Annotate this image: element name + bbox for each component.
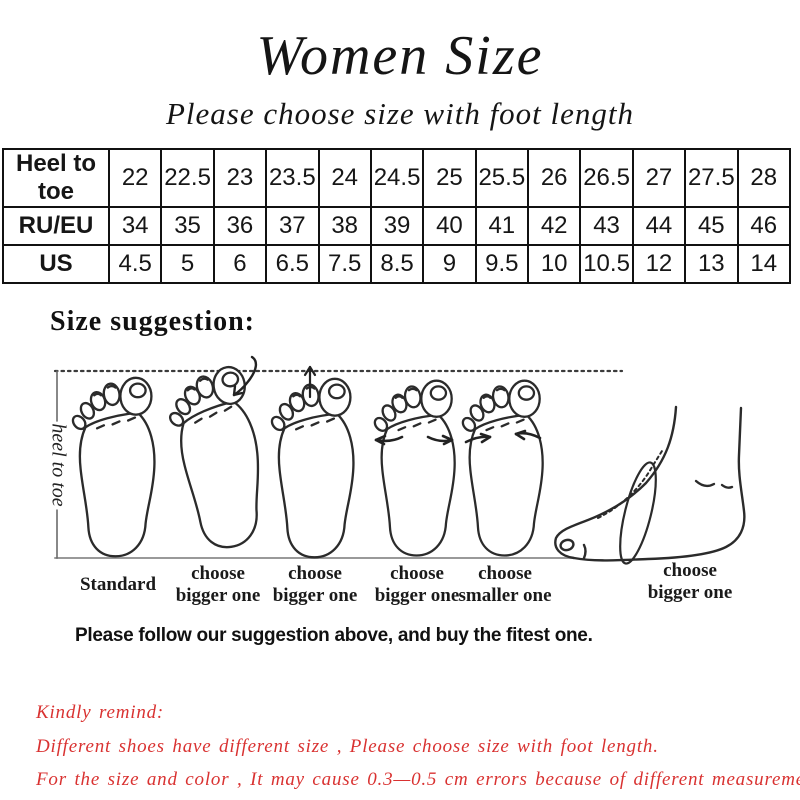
size-cell: 4.5 [107, 244, 163, 284]
foot-label-bigger-3: choose bigger one [374, 563, 460, 606]
size-cell: 6 [212, 244, 268, 284]
foot-illustration-standard [69, 376, 156, 558]
remind-line: Different shoes have different size , Pl… [36, 735, 659, 757]
size-cell: 41 [474, 206, 530, 246]
foot-measure-diagram: heel to toe [47, 355, 746, 565]
table-row-ru-eu: RU/EU 34 35 36 37 38 39 40 41 42 43 44 4… [2, 206, 791, 246]
size-cell: 28 [736, 148, 791, 208]
foot-illustration-toe-touch [268, 377, 355, 559]
foot-illustration-wide [371, 379, 456, 557]
size-cell: 12 [631, 244, 687, 284]
heel-to-toe-axis-label: heel to toe [47, 423, 69, 506]
page-subtitle: Please choose size with foot length [165, 96, 635, 131]
size-suggestion-heading: Size suggestion: [50, 306, 255, 337]
size-cell: 25 [422, 148, 477, 208]
size-cell: 43 [579, 206, 634, 246]
size-cell: 14 [736, 244, 791, 284]
suggestion-note: Please follow our suggestion above, and … [75, 625, 593, 646]
size-cell: 22.5 [160, 148, 215, 208]
size-cell: 46 [736, 206, 791, 246]
foot-illustration-narrow [459, 379, 544, 557]
over-line-arrow [232, 355, 258, 397]
size-cell: 45 [684, 206, 739, 246]
size-cell: 35 [160, 206, 215, 246]
page-title: Women Size [256, 25, 544, 87]
size-cell: 10.5 [579, 244, 634, 284]
size-cell: 8.5 [369, 244, 425, 284]
size-cell: 38 [317, 206, 372, 246]
foot-label-standard: Standard [79, 574, 157, 595]
size-cell: 26 [526, 148, 582, 208]
foot-label-bigger-side: choose bigger one [647, 560, 733, 603]
foot-label-bigger-2: choose bigger one [272, 563, 358, 606]
size-row-label: US [2, 244, 110, 284]
toe-touch-arrow [303, 365, 317, 399]
size-cell: 40 [422, 206, 477, 246]
size-cell: 23 [212, 148, 268, 208]
size-cell: 37 [265, 206, 320, 246]
size-cell: 9.5 [474, 244, 530, 284]
table-row-us: US 4.5 5 6 6.5 7.5 8.5 9 9.5 10 10.5 12 … [2, 244, 791, 284]
size-cell: 5 [160, 244, 215, 284]
size-cell: 25.5 [474, 148, 530, 208]
foot-label-bigger-1: choose bigger one [175, 563, 261, 606]
table-row-heel-to-toe: Heel to toe 22 22.5 23 23.5 24 24.5 25 2… [2, 148, 791, 208]
girth-ellipse [619, 461, 657, 565]
kindly-remind-block: Kindly remind: Different shoes have diff… [36, 696, 800, 797]
size-cell: 27.5 [684, 148, 739, 208]
size-cell: 13 [684, 244, 739, 284]
size-cell: 42 [526, 206, 582, 246]
foot-illustration-long-toe [160, 363, 271, 555]
wide-foot-arrows [374, 434, 454, 446]
size-cell: 7.5 [317, 244, 372, 284]
narrow-foot-arrows [464, 429, 542, 444]
size-cell: 44 [631, 206, 687, 246]
size-cell: 23.5 [265, 148, 320, 208]
side-foot-illustration [554, 405, 746, 565]
size-cell: 10 [526, 244, 582, 284]
size-cell: 24 [317, 148, 372, 208]
remind-line: Kindly remind: [36, 702, 165, 723]
size-cell: 24.5 [369, 148, 425, 208]
size-cell: 22 [107, 148, 163, 208]
foot-label-smaller: choose smaller one [458, 563, 552, 606]
remind-line: For the size and color , It may cause 0.… [36, 769, 800, 790]
size-table: Heel to toe 22 22.5 23 23.5 24 24.5 25 2… [2, 148, 791, 284]
size-cell: 27 [631, 148, 687, 208]
size-cell: 34 [107, 206, 163, 246]
size-row-label: Heel to toe [2, 148, 110, 208]
size-cell: 39 [369, 206, 425, 246]
size-row-label: RU/EU [2, 206, 110, 246]
size-cell: 26.5 [579, 148, 634, 208]
size-cell: 6.5 [265, 244, 320, 284]
size-cell: 36 [212, 206, 268, 246]
size-cell: 9 [422, 244, 477, 284]
